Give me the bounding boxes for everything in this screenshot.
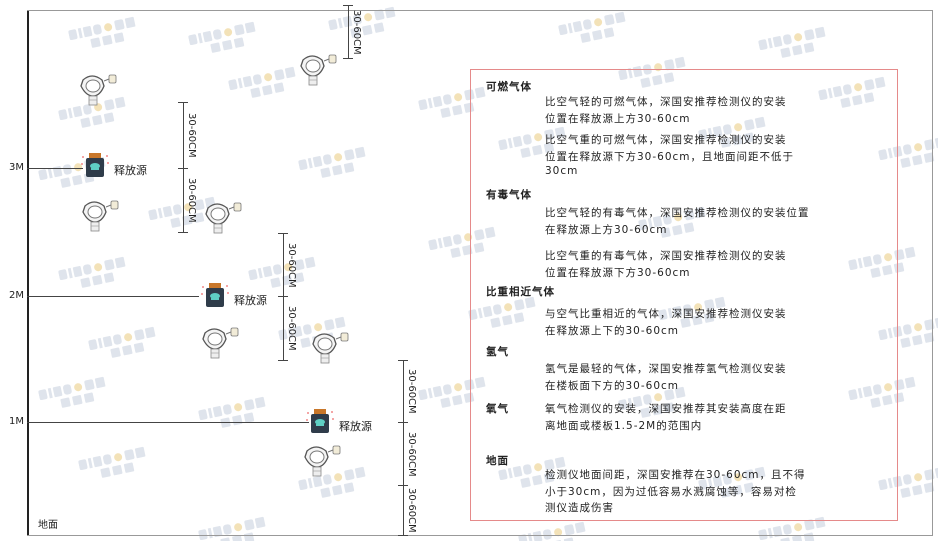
section-text-line: 氧气检测仪的安装，深国安推荐其安装高度在距 [545, 403, 787, 415]
section-heading: 氢气 [486, 346, 509, 358]
dimension-tick [343, 58, 353, 59]
gas-detector-icon [302, 443, 344, 481]
dimension-tick [278, 296, 288, 297]
dimension-line [403, 485, 404, 535]
ceiling-line [27, 10, 933, 11]
section-text-line: 比空气重的可燃气体，深国安推荐检测仪的安装 [545, 134, 787, 146]
section-text-line: 氢气是最轻的气体，深国安推荐氢气检测仪安装 [545, 363, 787, 375]
release-source-label: 释放源 [114, 164, 147, 177]
section-text-line: 在释放源上方30-60cm [545, 223, 668, 236]
watermark-logo [88, 322, 173, 370]
gas-detector-icon [78, 72, 120, 110]
level-2m-label: 2M [9, 290, 24, 301]
section-text-line: 检测仪地面间距，深国安推荐在30-60cm，且不得 [545, 469, 806, 481]
dimension-label: 30-60CM [286, 242, 297, 288]
section-heading: 比重相近气体 [486, 286, 555, 298]
section-text-line: 比空气重的有毒气体，深国安推荐检测仪的安装 [545, 250, 787, 262]
watermark-logo [298, 142, 383, 190]
dimension-label: 30-60CM [186, 113, 197, 158]
section-text-line: 位置在释放源下方30-60cm，且地面间距不低于 [545, 150, 795, 163]
dimension-label: 30-60CM [406, 431, 417, 477]
section-text-line: 比空气轻的可燃气体，深国安推荐检测仪的安装 [545, 96, 787, 108]
dimension-label: 30-60CM [406, 488, 417, 533]
section-heading: 氧气 [486, 403, 509, 415]
watermark-logo [68, 12, 153, 60]
level-1m-label: 1M [9, 416, 24, 427]
watermark-logo [78, 442, 163, 490]
level-3m-label: 3M [9, 162, 24, 173]
watermark-logo [198, 512, 283, 541]
section-text-line: 小于30cm，因为过低容易水溅腐蚀等，容易对检 [545, 485, 797, 498]
dimension-tick [178, 168, 188, 169]
dimension-tick [278, 233, 288, 234]
level-1m-line [27, 422, 309, 423]
ground-label: 地面 [38, 520, 58, 531]
section-text-line: 测仪造成伤害 [545, 502, 614, 514]
watermark-logo [198, 392, 283, 440]
wall-line [27, 10, 29, 536]
dimension-line [403, 360, 404, 422]
floor-line [27, 535, 933, 536]
level-3m-line [27, 168, 83, 169]
dimension-line [403, 422, 404, 485]
section-text-line: 位置在释放源上方30-60cm [545, 112, 691, 125]
release-source-label: 释放源 [339, 420, 372, 433]
dimension-tick [398, 535, 408, 536]
section-text-line: 30cm [545, 165, 579, 177]
section-heading: 有毒气体 [486, 189, 532, 201]
dimension-label: 30-60CM [351, 9, 362, 55]
gas-detector-icon [203, 200, 245, 238]
dimension-line [283, 296, 284, 360]
dimension-tick [278, 360, 288, 361]
guidance-panel: 可燃气体比空气轻的可燃气体，深国安推荐检测仪的安装 位置在释放源上方30-60cm… [470, 69, 898, 521]
dimension-label: 30-60CM [286, 306, 297, 351]
section-heading: 可燃气体 [486, 81, 532, 93]
release-source-icon [80, 152, 110, 184]
dimension-tick [398, 485, 408, 486]
release-source-label: 释放源 [234, 294, 267, 307]
dimension-line [183, 102, 184, 168]
watermark-logo [58, 252, 143, 300]
watermark-logo [558, 7, 643, 55]
gas-detector-icon [80, 198, 122, 236]
dimension-tick [178, 232, 188, 233]
section-text-line: 与空气比重相近的气体，深国安推荐检测仪安装 [545, 308, 787, 320]
watermark-logo [188, 17, 273, 65]
dimension-tick [398, 360, 408, 361]
watermark-logo [38, 372, 123, 420]
gas-detector-icon [298, 52, 340, 90]
section-heading: 地面 [486, 455, 509, 467]
dimension-tick [343, 5, 353, 6]
level-2m-line [27, 296, 199, 297]
dimension-label: 30-60CM [186, 178, 197, 223]
right-wall-line [932, 10, 933, 536]
dimension-tick [178, 102, 188, 103]
gas-detector-icon [200, 325, 242, 363]
section-text-line: 在释放源上下的30-60cm [545, 324, 680, 337]
section-text-line: 位置在释放源下方30-60cm [545, 266, 691, 279]
dimension-label: 30-60CM [406, 369, 417, 414]
dimension-line [183, 168, 184, 232]
dimension-line [348, 5, 349, 58]
gas-detector-icon [310, 330, 352, 368]
section-text-line: 比空气轻的有毒气体，深国安推荐检测仪的安装位置 [545, 207, 810, 219]
section-text-line: 离地面或楼板1.5-2M的范围内 [545, 419, 703, 432]
section-text-line: 在楼板面下方的30-60cm [545, 379, 680, 392]
dimension-tick [398, 422, 408, 423]
watermark-logo [758, 22, 843, 70]
dimension-line [283, 233, 284, 296]
release-source-icon [200, 282, 230, 314]
release-source-icon [305, 408, 335, 440]
